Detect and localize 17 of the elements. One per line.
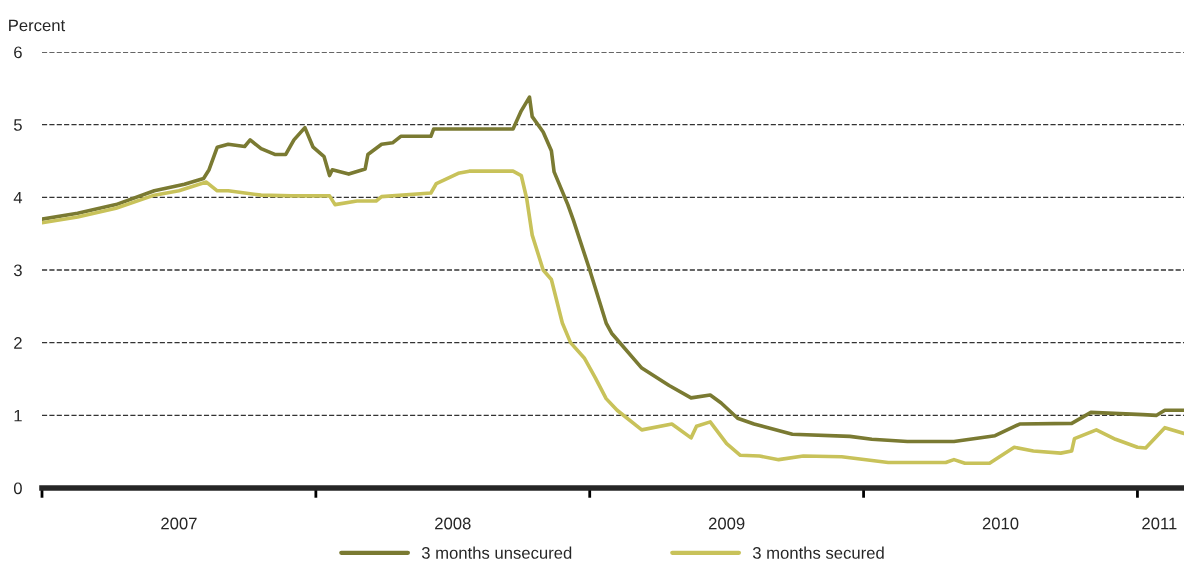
x-tick-label: 2011	[1142, 517, 1177, 530]
legend-label: 3 months unsecured	[421, 546, 572, 559]
x-tick-label: 2008	[435, 517, 471, 530]
x-tick-label: 2007	[161, 517, 197, 530]
line-series	[42, 95, 1184, 444]
line-series	[42, 169, 1184, 466]
y-tick-label: 3	[13, 264, 22, 277]
y-tick-label: 0	[13, 482, 22, 495]
y-tick-label: 2	[14, 337, 22, 349]
y-tick-label: 6	[14, 46, 22, 59]
y-tick-label: 4	[13, 191, 23, 204]
x-tick-label: 2009	[708, 517, 745, 530]
y-tick-label: 5	[13, 119, 22, 131]
x-tick-label: 2010	[982, 517, 1019, 530]
y-tick-label: 1	[14, 409, 22, 422]
legend-label: 3 months secured	[752, 546, 884, 559]
y-axis-title: Percent	[9, 19, 66, 32]
